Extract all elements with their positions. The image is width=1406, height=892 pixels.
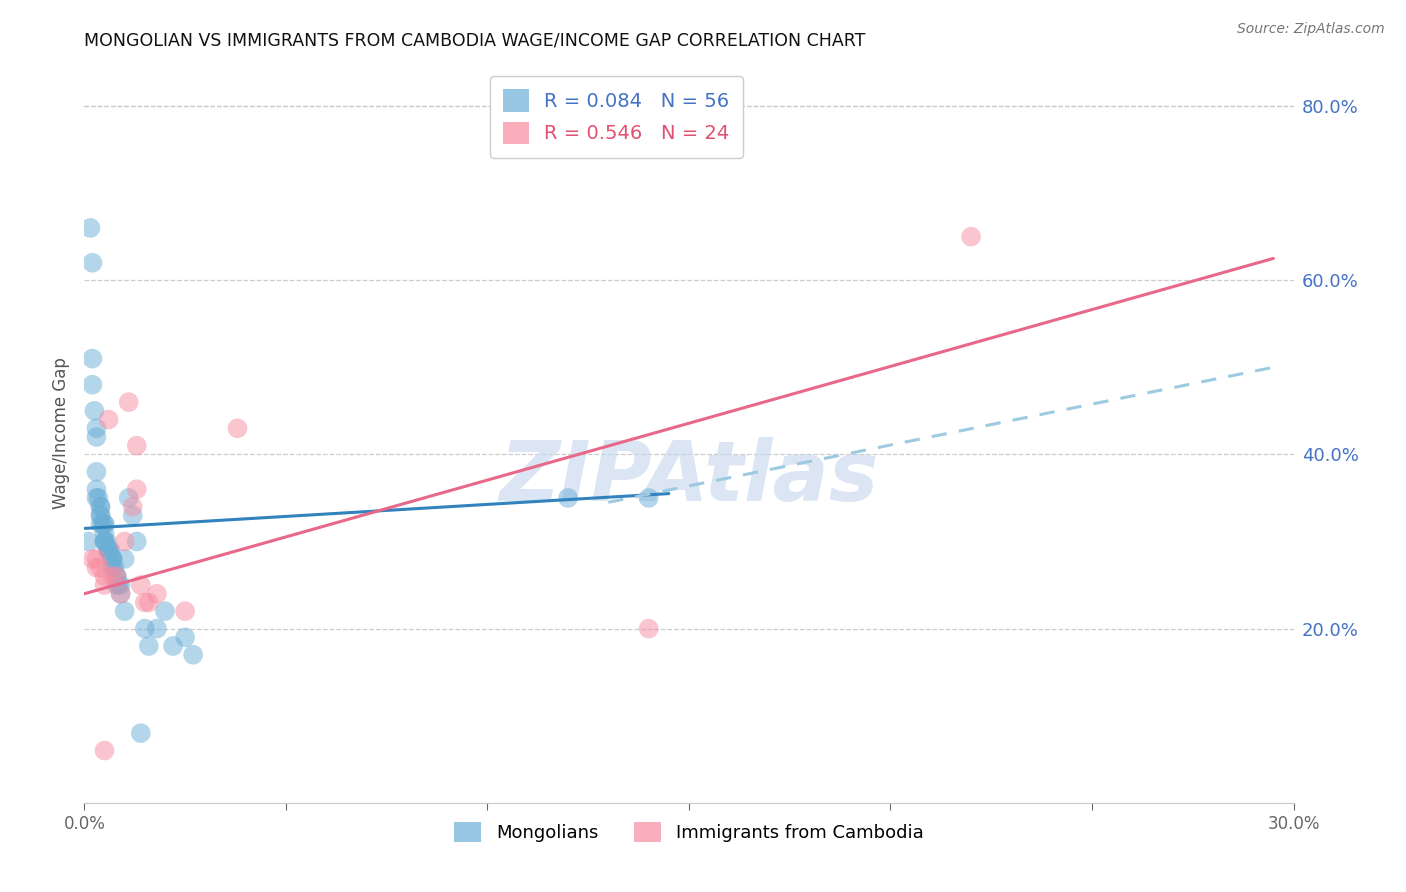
Point <box>86 430 108 444</box>
Point <box>86 482 108 496</box>
Point <box>118 395 141 409</box>
Point <box>101 560 124 574</box>
Text: Source: ZipAtlas.com: Source: ZipAtlas.com <box>1237 22 1385 37</box>
Point <box>101 569 124 583</box>
Point <box>97 543 120 558</box>
Point <box>101 552 124 566</box>
Point <box>89 508 111 523</box>
Point <box>110 578 132 592</box>
Point <box>77 534 100 549</box>
Point <box>637 622 659 636</box>
Point <box>125 482 148 496</box>
Point <box>97 543 120 558</box>
Text: MONGOLIAN VS IMMIGRANTS FROM CAMBODIA WAGE/INCOME GAP CORRELATION CHART: MONGOLIAN VS IMMIGRANTS FROM CAMBODIA WA… <box>84 32 866 50</box>
Point <box>105 578 128 592</box>
Point <box>86 491 108 505</box>
Point <box>91 517 114 532</box>
Point <box>93 517 115 532</box>
Point <box>101 552 124 566</box>
Point <box>105 569 128 583</box>
Point <box>107 578 129 592</box>
Point <box>118 491 141 505</box>
Point <box>960 229 983 244</box>
Point <box>637 491 659 505</box>
Point <box>146 622 169 636</box>
Point <box>97 412 120 426</box>
Text: ZIPAtlas: ZIPAtlas <box>499 436 879 517</box>
Point <box>82 377 104 392</box>
Point <box>93 743 115 757</box>
Point <box>110 587 132 601</box>
Point <box>93 525 115 540</box>
Point <box>181 648 204 662</box>
Point <box>82 256 104 270</box>
Point <box>114 552 136 566</box>
Point <box>138 639 160 653</box>
Point <box>89 500 111 514</box>
Point <box>125 439 148 453</box>
Point <box>86 560 108 574</box>
Point <box>134 595 156 609</box>
Legend: Mongolians, Immigrants from Cambodia: Mongolians, Immigrants from Cambodia <box>447 815 931 849</box>
Point <box>105 569 128 583</box>
Point <box>87 491 110 505</box>
Point <box>557 491 579 505</box>
Point <box>83 404 105 418</box>
Point <box>97 543 120 558</box>
Point <box>93 534 115 549</box>
Point <box>114 604 136 618</box>
Point <box>114 534 136 549</box>
Point <box>174 604 197 618</box>
Point <box>89 560 111 574</box>
Point <box>174 630 197 644</box>
Point <box>105 569 128 583</box>
Point <box>134 622 156 636</box>
Point <box>129 578 152 592</box>
Point <box>86 552 108 566</box>
Point <box>89 500 111 514</box>
Point <box>82 552 104 566</box>
Point <box>93 534 115 549</box>
Point <box>93 534 115 549</box>
Point <box>86 465 108 479</box>
Point <box>153 604 176 618</box>
Point <box>93 569 115 583</box>
Point <box>101 552 124 566</box>
Point <box>146 587 169 601</box>
Point <box>110 587 132 601</box>
Point <box>93 517 115 532</box>
Point <box>125 534 148 549</box>
Point <box>93 578 115 592</box>
Point <box>82 351 104 366</box>
Point <box>121 508 143 523</box>
Point <box>138 595 160 609</box>
Point <box>100 543 122 558</box>
Point <box>79 221 101 235</box>
Point <box>97 543 120 558</box>
Point <box>86 421 108 435</box>
Point <box>226 421 249 435</box>
Point <box>89 508 111 523</box>
Point <box>121 500 143 514</box>
Y-axis label: Wage/Income Gap: Wage/Income Gap <box>52 357 70 508</box>
Point <box>96 534 118 549</box>
Point <box>104 560 127 574</box>
Point <box>162 639 184 653</box>
Point <box>129 726 152 740</box>
Point <box>89 517 111 532</box>
